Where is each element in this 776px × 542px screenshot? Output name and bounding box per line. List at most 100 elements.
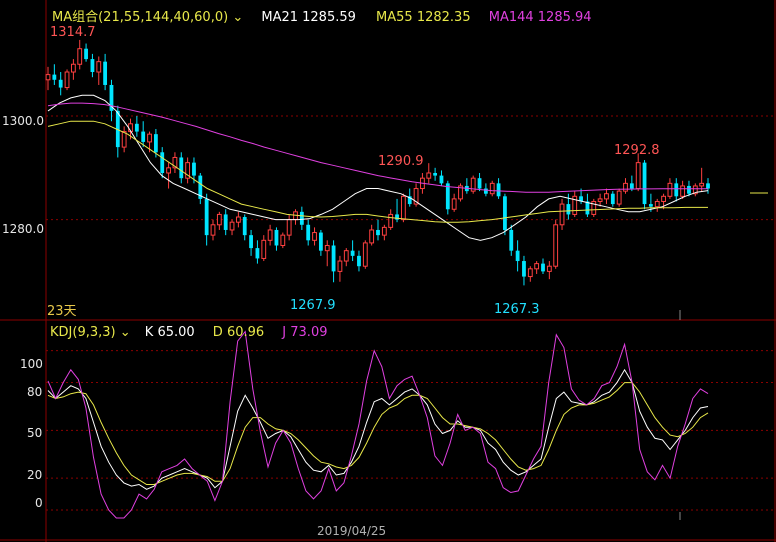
- candle-body-down: [84, 48, 88, 60]
- candle-body-down: [483, 188, 488, 194]
- candle-body-down: [503, 196, 507, 230]
- candle-body-down: [318, 232, 323, 251]
- candle-body-down: [674, 183, 679, 197]
- candle-body-down: [299, 211, 304, 225]
- kdj-lines: [47, 330, 709, 519]
- candle-body-up: [635, 162, 641, 190]
- kdj-legend-name[interactable]: KDJ(9,3,3): [50, 325, 116, 340]
- candle-body-up: [699, 182, 705, 187]
- candle-body-down: [255, 248, 260, 259]
- candle-body-up: [229, 221, 235, 231]
- candle-body-down: [407, 196, 412, 205]
- candlestick-series: [45, 39, 710, 286]
- annotation-high: 1290.9: [378, 154, 424, 169]
- candle-body-down: [134, 123, 139, 132]
- candle-body-up: [96, 61, 102, 73]
- candle-body-down: [433, 173, 438, 176]
- ma55-line: [47, 120, 708, 223]
- candle-body-up: [546, 265, 552, 272]
- chevron-down-icon[interactable]: ⌄: [119, 325, 131, 340]
- date-axis-label: 2019/04/25: [317, 524, 387, 538]
- candle-body-down: [249, 235, 253, 249]
- annotation-high: 1292.8: [614, 143, 660, 158]
- candle-body-down: [522, 261, 526, 277]
- candle-body-down: [579, 196, 583, 202]
- candle-body-up: [559, 203, 565, 226]
- candle-body-up: [77, 48, 83, 65]
- candle-body-down: [179, 157, 184, 179]
- candle-body-up: [166, 167, 171, 174]
- candle-body-down: [103, 61, 108, 85]
- candle-body-up: [413, 188, 419, 205]
- candle-body-up: [235, 216, 241, 223]
- kdj-tick: 50: [27, 426, 43, 440]
- candle-body-down: [566, 204, 571, 215]
- kdj-tick: 0: [35, 496, 43, 510]
- candle-body-up: [312, 232, 317, 241]
- k-line: [47, 368, 709, 490]
- candle-body-up: [362, 242, 368, 267]
- candle-body-up: [185, 162, 191, 179]
- candle-body-down: [642, 162, 647, 205]
- ma-legend-name[interactable]: MA组合(21,55,144,40,60,0): [52, 10, 229, 25]
- candle-body-up: [337, 260, 343, 272]
- candle-body-down: [115, 110, 120, 148]
- candle-body-up: [64, 71, 70, 89]
- ma144-line: [47, 102, 708, 193]
- candle-body-down: [496, 183, 501, 197]
- candle-body-down: [648, 204, 653, 207]
- kdj-tick: 100: [20, 357, 43, 371]
- candle-body-down: [192, 162, 196, 176]
- kdj-tick: 20: [27, 468, 43, 482]
- candle-body-up: [70, 63, 76, 73]
- candle-body-down: [153, 134, 158, 153]
- candle-body-down: [541, 263, 545, 272]
- candle-body-up: [597, 198, 603, 202]
- candle-body-down: [477, 178, 482, 189]
- annotation-low: 1267.3: [494, 302, 540, 317]
- candle-body-up: [616, 190, 622, 205]
- candle-body-down: [274, 229, 279, 246]
- candle-body-up: [280, 234, 286, 246]
- price-tick: 1280.0: [2, 222, 44, 236]
- candle-body-down: [439, 175, 444, 184]
- d-line: [47, 382, 709, 485]
- candle-body-up: [216, 213, 222, 226]
- candle-body-up: [388, 213, 394, 228]
- candle-body-up: [680, 185, 686, 197]
- candle-body-down: [204, 198, 209, 236]
- ma21-value: MA21 1285.59: [261, 10, 356, 25]
- candle-body-down: [198, 175, 203, 199]
- candle-body-up: [121, 131, 127, 148]
- candle-body-down: [629, 183, 634, 189]
- ma55-value: MA55 1282.35: [376, 10, 471, 25]
- candle-body-down: [509, 229, 514, 251]
- candle-body-down: [58, 79, 63, 88]
- candle-body-up: [381, 226, 387, 236]
- candle-body-down: [109, 84, 114, 111]
- candle-body-up: [261, 239, 267, 259]
- candle-body-up: [451, 198, 457, 210]
- candle-body-up: [534, 263, 540, 270]
- candle-body-down: [160, 152, 165, 173]
- chevron-down-icon[interactable]: ⌄: [232, 10, 244, 25]
- candle-body-down: [445, 183, 450, 210]
- candle-body-up: [527, 268, 533, 278]
- candle-body-up: [210, 224, 216, 236]
- candle-body-up: [324, 245, 330, 252]
- candle-body-up: [572, 195, 578, 215]
- moving-average-lines: [47, 94, 709, 241]
- candle-body-down: [687, 185, 691, 194]
- candle-body-up: [553, 224, 559, 267]
- candle-body-up: [172, 156, 178, 169]
- k-value: K 65.00: [144, 325, 195, 340]
- candle-body-down: [223, 214, 228, 230]
- candle-body-up: [147, 133, 152, 143]
- candle-body-up: [591, 200, 597, 215]
- candle-body-down: [141, 131, 146, 142]
- candle-body-down: [306, 224, 311, 241]
- candle-body-down: [515, 250, 520, 262]
- candle-body-up: [654, 200, 660, 208]
